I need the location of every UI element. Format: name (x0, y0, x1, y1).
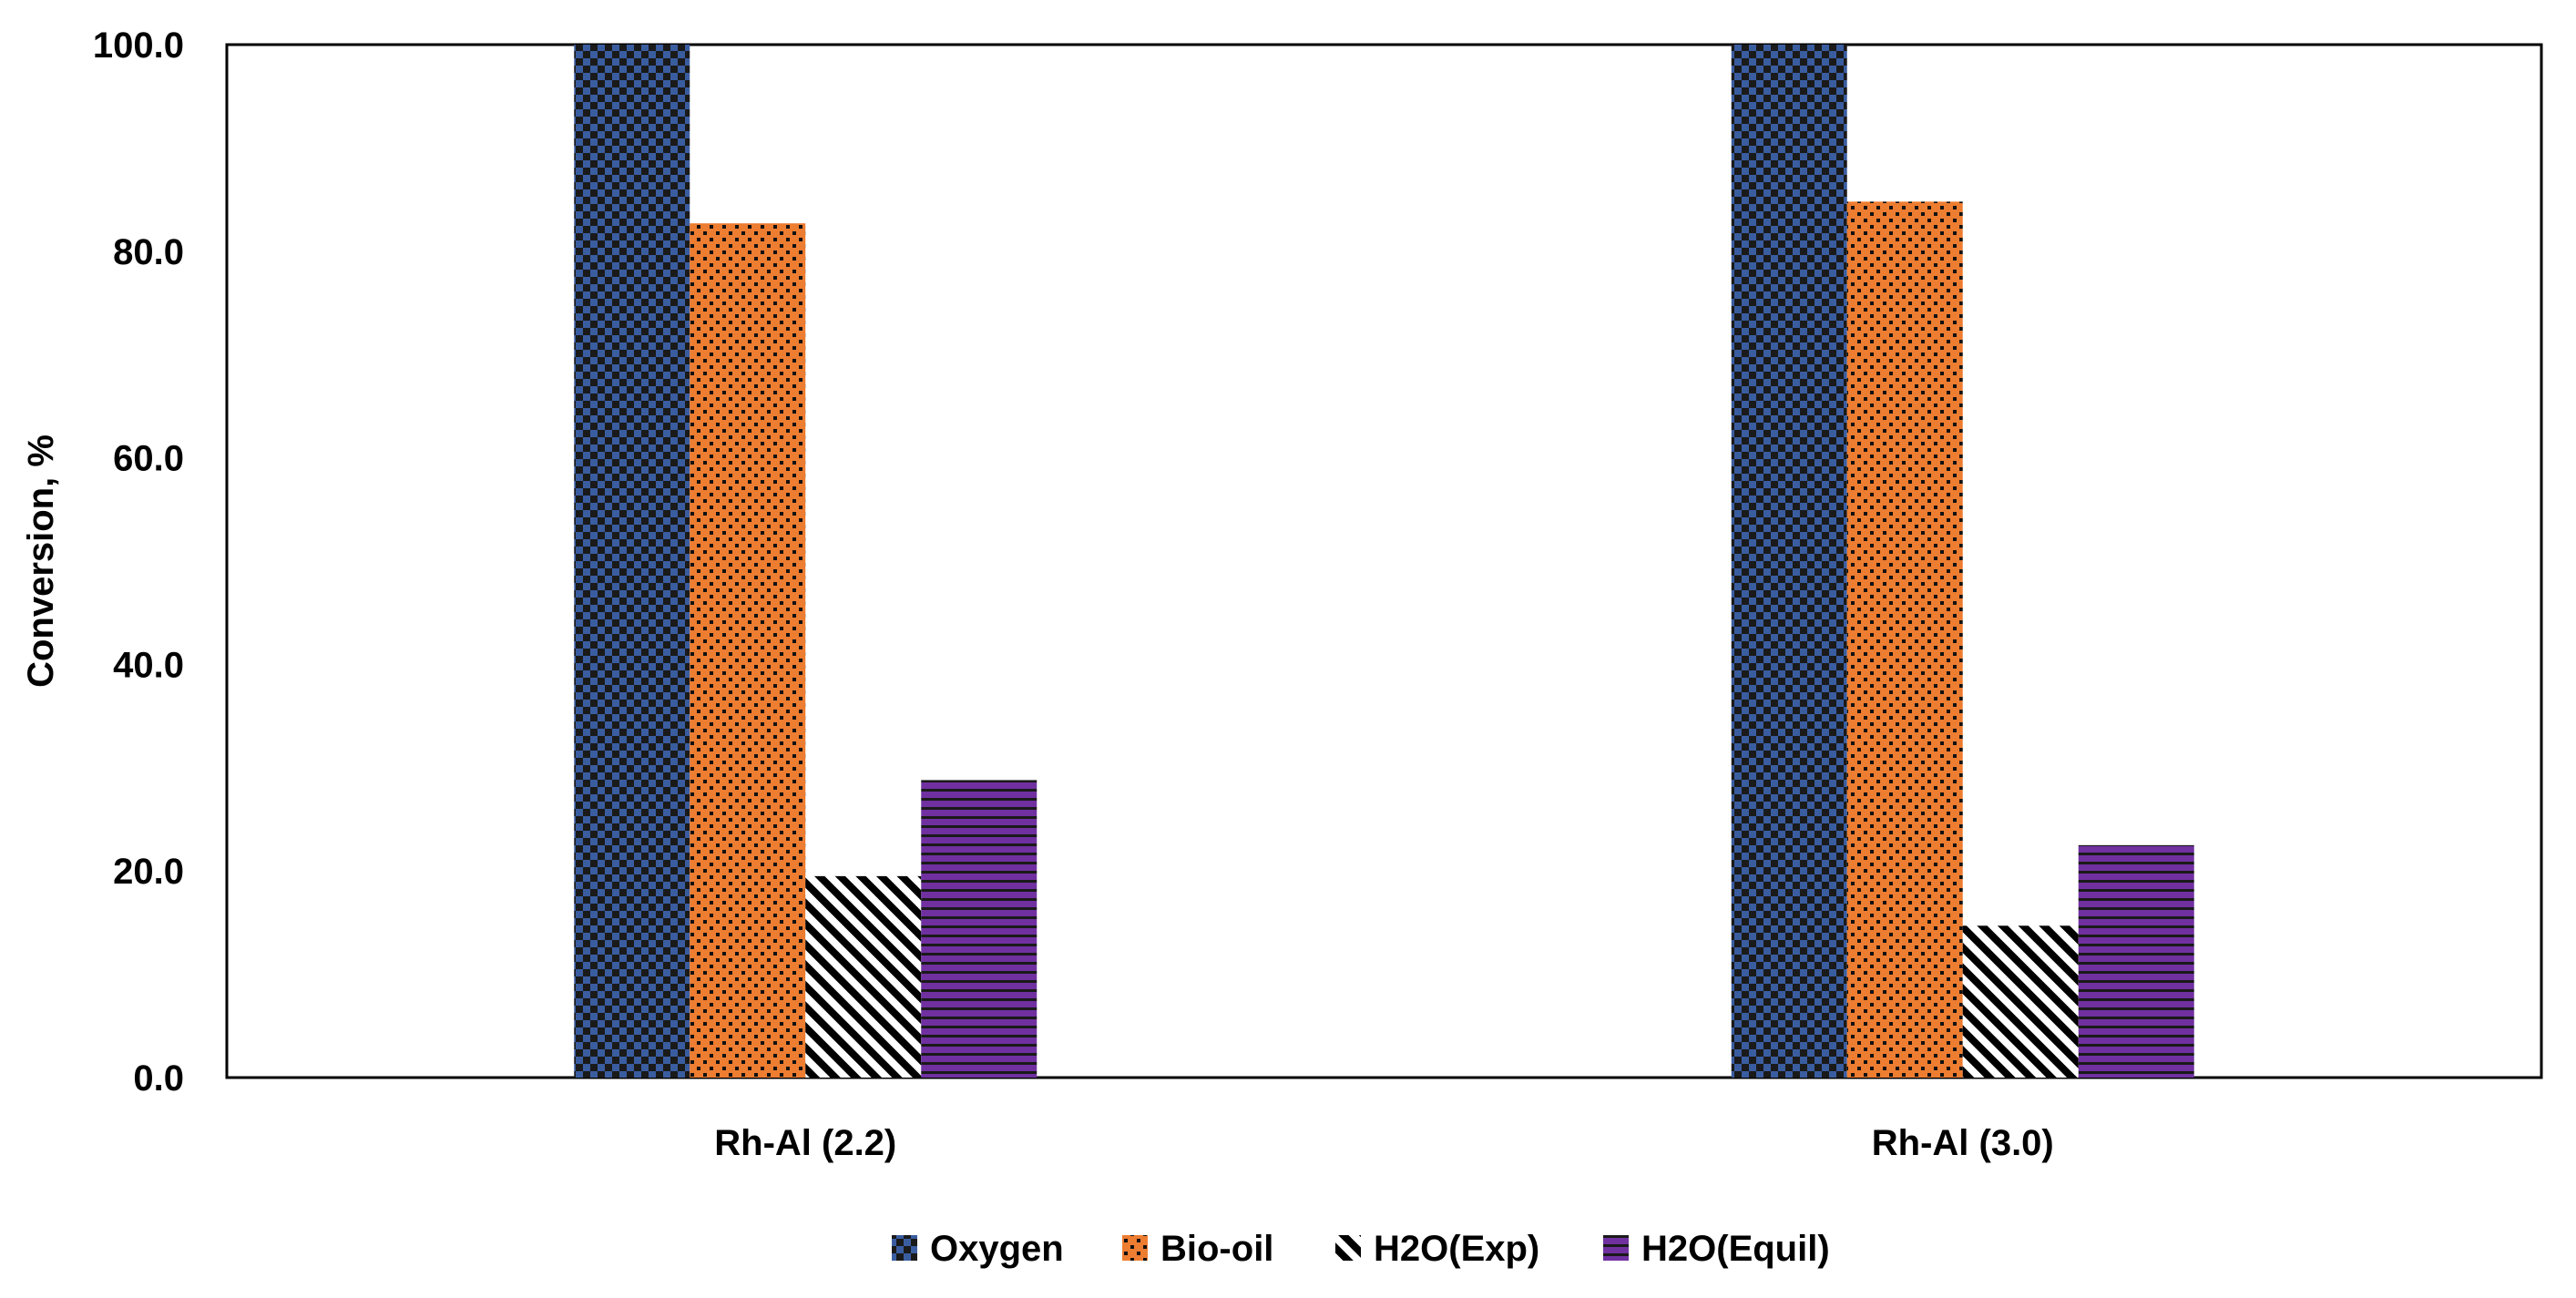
legend-label: Bio-oil (1160, 1229, 1273, 1269)
bars-group (574, 45, 2194, 1078)
y-tick-label: 0.0 (133, 1058, 184, 1099)
y-axis-title: Conversion, % (21, 434, 61, 688)
legend-swatch-h2o-equil- (1603, 1235, 1629, 1261)
y-tick-label: 100.0 (93, 26, 184, 66)
legend-label: H2O(Exp) (1374, 1229, 1539, 1269)
legend-label: Oxygen (930, 1229, 1064, 1269)
y-axis: 0.0 20.0 40.0 60.0 80.0 100.0 (93, 26, 184, 1099)
plot-area (225, 43, 2543, 1079)
y-tick-label: 60.0 (113, 439, 184, 479)
y-tick-label: 80.0 (113, 232, 184, 272)
legend-swatch-oxygen (892, 1235, 917, 1261)
bar-bio-oil-2 (1846, 201, 1963, 1078)
x-tick-label: Rh-Al (2.2) (714, 1123, 896, 1163)
legend-swatch-bio-oil (1122, 1235, 1148, 1261)
legend-swatch-h2o-exp- (1335, 1235, 1361, 1261)
x-axis: Rh-Al (2.2) Rh-Al (3.0) (714, 1123, 2054, 1163)
bar-bio-oil-1 (690, 223, 806, 1078)
bar-h2o-exp--1 (805, 875, 922, 1078)
bar-h2o-equil--1 (921, 780, 1038, 1078)
bar-oxygen-1 (574, 45, 690, 1078)
legend: Oxygen Bio-oil H2O(Exp) H2O(Equil) (892, 1229, 1830, 1269)
bar-h2o-equil--2 (2078, 844, 2194, 1078)
x-tick-label: Rh-Al (3.0) (1872, 1123, 2054, 1163)
bar-oxygen-2 (1731, 45, 1847, 1078)
y-tick-label: 40.0 (113, 645, 184, 685)
y-tick-label: 20.0 (113, 852, 184, 892)
bar-h2o-exp--2 (1962, 925, 2079, 1078)
legend-label: H2O(Equil) (1641, 1229, 1830, 1269)
